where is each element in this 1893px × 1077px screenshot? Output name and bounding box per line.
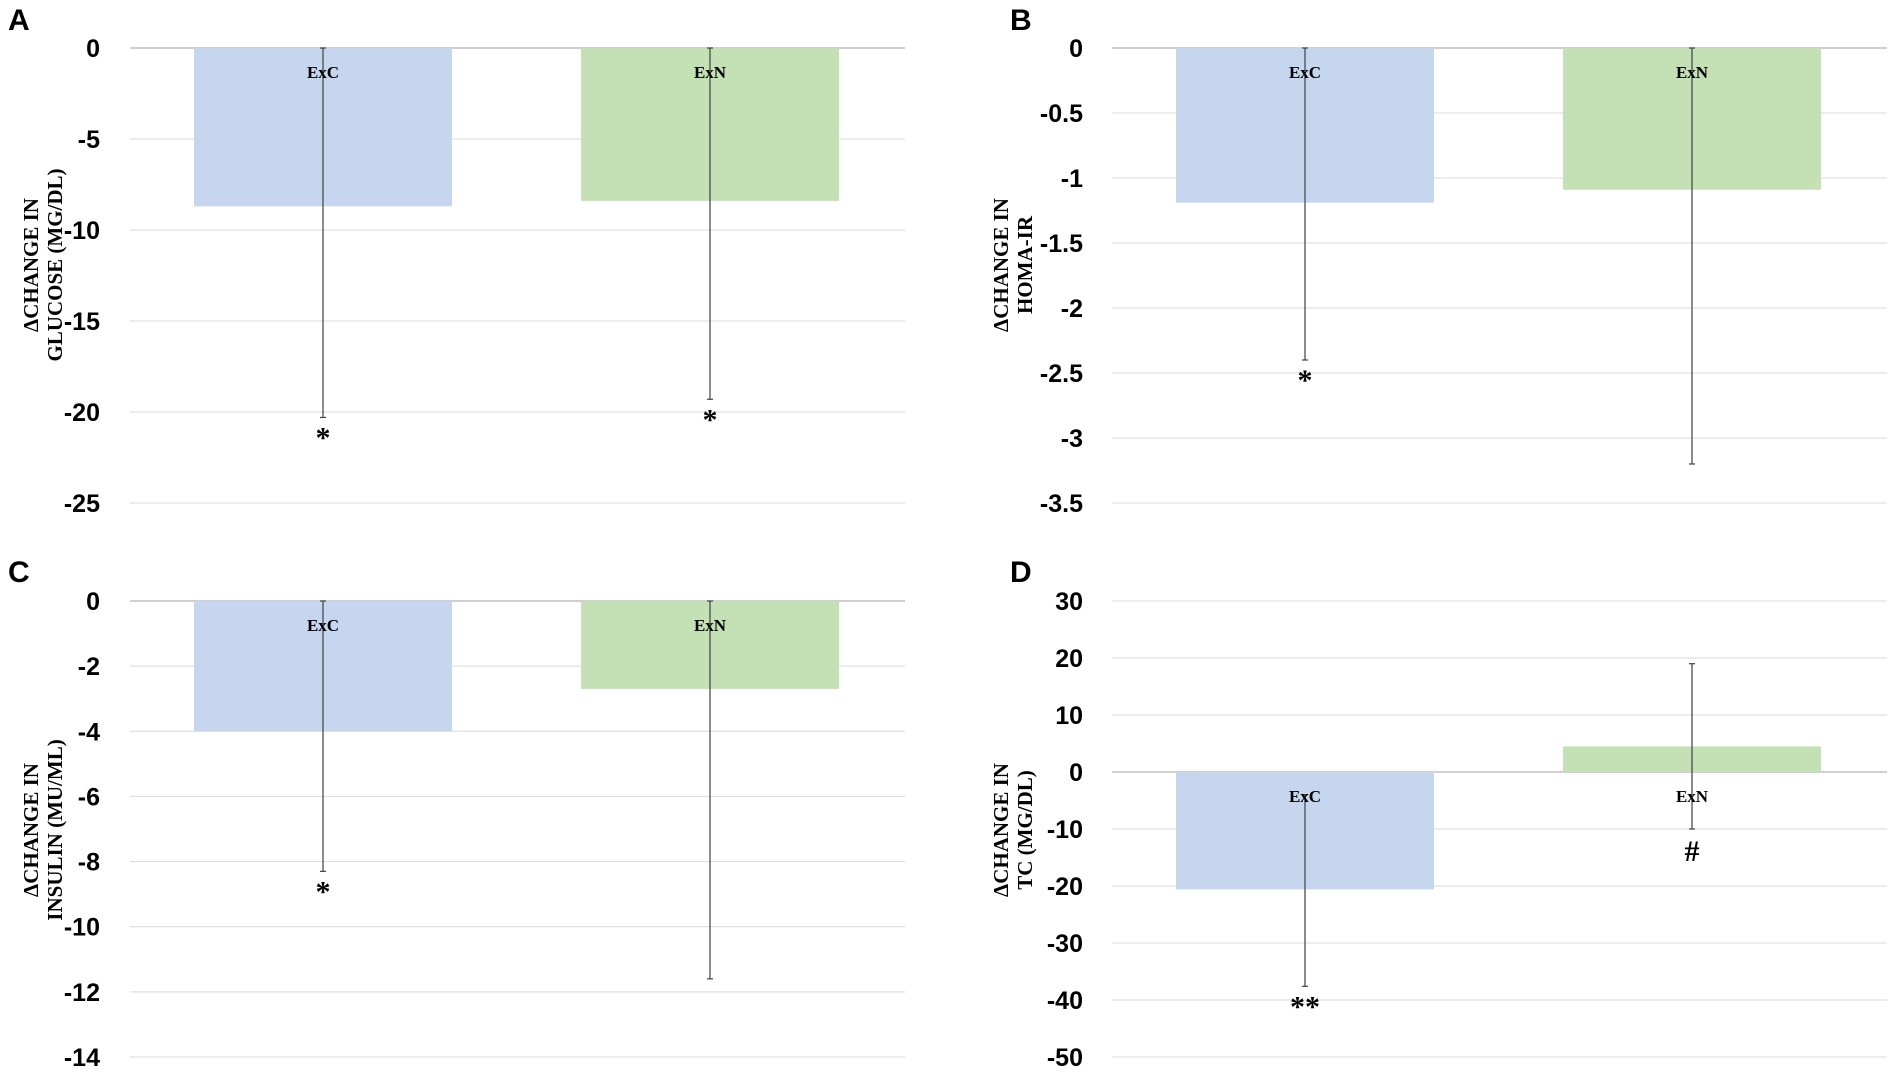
y-tick-label: -2 <box>1061 295 1083 323</box>
y-tick-label: -2 <box>78 653 100 681</box>
chart-panel-a: A 0 -5 -10 -15 -20 -25 ΔCHANGE INGLUCOSE (MG/DL… <box>8 4 905 518</box>
y-tick-label: 0 <box>1069 759 1083 787</box>
y-axis-label-line: TC (MG/DL) <box>1013 770 1037 890</box>
significance-marker: * <box>703 403 718 436</box>
bar-label-exn: ExN <box>1676 63 1709 82</box>
y-axis-label-line: HOMA-IR <box>1013 215 1037 314</box>
significance-marker: * <box>316 421 331 454</box>
y-tick-label: -12 <box>64 979 100 1007</box>
y-tick-label: -10 <box>64 217 100 245</box>
y-tick-label: -14 <box>64 1044 100 1072</box>
panel-letter: B <box>1010 4 1032 37</box>
y-tick-label: -30 <box>1047 930 1083 958</box>
y-axis-label-line: ΔCHANGE IN <box>19 198 43 332</box>
y-tick-label: -3.5 <box>1040 490 1083 518</box>
y-axis-label-line: ΔCHANGE IN <box>19 763 43 897</box>
y-axis-label-line: ΔCHANGE IN <box>989 763 1013 897</box>
y-tick-label: -6 <box>78 783 100 811</box>
y-axis-label: ΔCHANGE INGLUCOSE (MG/DL) <box>19 168 67 361</box>
y-tick-label: -0.5 <box>1040 100 1083 128</box>
y-tick-label: -15 <box>64 308 100 336</box>
y-axis-label: ΔCHANGE INHOMA-IR <box>989 198 1037 332</box>
y-tick-label: -1.5 <box>1040 230 1083 258</box>
y-tick-label: 10 <box>1055 702 1083 730</box>
y-axis-label-line: ΔCHANGE IN <box>989 198 1013 332</box>
y-tick-label: -40 <box>1047 987 1083 1015</box>
y-tick-label: 20 <box>1055 645 1083 673</box>
y-tick-label: -10 <box>64 914 100 942</box>
y-axis-label-line: INSULIN (MU/ML) <box>43 739 67 920</box>
y-tick-label: -50 <box>1047 1044 1083 1072</box>
y-tick-label: -1 <box>1061 165 1083 193</box>
bar-label-exc: ExC <box>1289 63 1321 82</box>
panel-letter: A <box>8 4 30 37</box>
y-axis-label-line: GLUCOSE (MG/DL) <box>43 168 67 361</box>
significance-marker: * <box>316 875 331 908</box>
bar-label-exc: ExC <box>307 616 339 635</box>
y-axis-label: ΔCHANGE ININSULIN (MU/ML) <box>19 739 67 920</box>
y-tick-label: -8 <box>78 849 100 877</box>
bar-label-exn: ExN <box>1676 787 1709 806</box>
panel-letter: D <box>1010 556 1032 589</box>
significance-marker: ** <box>1290 990 1320 1023</box>
y-tick-label: -25 <box>64 490 100 518</box>
y-tick-label: 30 <box>1055 588 1083 616</box>
chart-panel-d: D 30 20 10 0 -10 -20 -30 -40 -50 ΔCHANGE INTC (MG/… <box>989 556 1887 1072</box>
bar-label-exn: ExN <box>694 616 727 635</box>
panel-letter: C <box>8 556 30 589</box>
bar-label-exc: ExC <box>1289 787 1321 806</box>
chart-panel-b: B 0 -0.5 -1 -1.5 -2 -2.5 -3 -3.5 ΔCHANGE INHOMA-I… <box>989 4 1887 518</box>
y-tick-label: -5 <box>78 126 100 154</box>
y-tick-label: -3 <box>1061 425 1083 453</box>
bar-label-exn: ExN <box>694 63 727 82</box>
y-tick-label: -2.5 <box>1040 360 1083 388</box>
y-tick-label: 0 <box>1069 35 1083 63</box>
significance-marker: # <box>1685 835 1700 868</box>
y-tick-label: -20 <box>64 399 100 427</box>
y-axis-label: ΔCHANGE INTC (MG/DL) <box>989 763 1037 897</box>
significance-marker: * <box>1298 364 1313 397</box>
bar-label-exc: ExC <box>307 63 339 82</box>
y-tick-label: -10 <box>1047 816 1083 844</box>
chart-panel-c: C 0 -2 -4 -6 -8 -10 -12 -14 ΔCHANGE ININSULIN (MU… <box>8 556 905 1072</box>
y-tick-label: -20 <box>1047 873 1083 901</box>
y-tick-label: 0 <box>86 588 100 616</box>
y-tick-label: -4 <box>78 718 100 746</box>
y-tick-label: 0 <box>86 35 100 63</box>
